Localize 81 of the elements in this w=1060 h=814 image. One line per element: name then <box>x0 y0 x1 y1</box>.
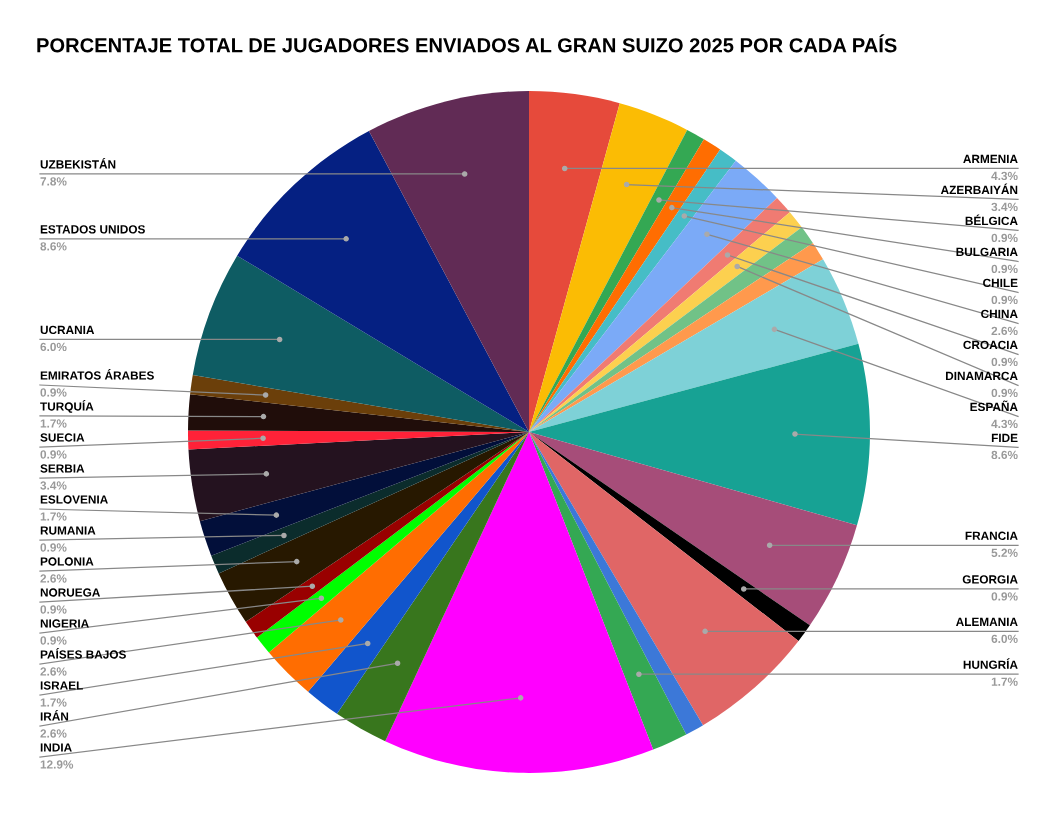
pie-slice <box>188 432 529 522</box>
slice-label: BULGARIA <box>956 247 1018 257</box>
pie-slice <box>529 259 859 432</box>
pie-slice <box>211 432 529 574</box>
slice-label: SUECIA <box>40 433 85 442</box>
chart-title: PORCENTAJE TOTAL DE JUGADORES ENVIADOS AL GRAN SUIZO 2025 POR CADA PAÍS <box>37 34 897 53</box>
data-label: 1.7% <box>40 512 67 521</box>
data-label: 0.9% <box>991 357 1018 367</box>
data-label: 2.6% <box>40 667 67 676</box>
slice-label: CHINA <box>981 309 1018 319</box>
slice-label: FIDE <box>991 433 1018 442</box>
data-label: 0.9% <box>991 233 1018 243</box>
slice-label: ISRAEL <box>40 681 83 690</box>
slice-label: CHILE <box>983 278 1018 288</box>
slice-label: ARMENIA <box>963 154 1018 163</box>
slice-label: SERBIA <box>40 464 85 473</box>
slice-label: UZBEKISTÁN <box>40 158 116 169</box>
slice-label: PAÍSES BAJOS <box>40 648 126 659</box>
data-label: 5.2% <box>991 548 1018 557</box>
data-label: 8.6% <box>40 242 67 251</box>
data-label: 6.0% <box>40 342 67 352</box>
pie-slice <box>529 343 870 526</box>
slice-label: AZERBAIYÁN <box>940 183 1018 194</box>
slice-label: ESLOVENIA <box>40 495 108 504</box>
data-label: 2.6% <box>991 326 1018 336</box>
slice-label: EMIRATOS ÁRABES <box>40 369 154 380</box>
data-label: 0.9% <box>991 388 1018 398</box>
data-label: 1.7% <box>991 677 1018 686</box>
slice-label: NIGERIA <box>40 619 89 628</box>
slice-label: CROACIA <box>963 340 1018 350</box>
data-label: 0.9% <box>991 295 1018 305</box>
data-label: 4.3% <box>991 171 1018 181</box>
data-label: 0.9% <box>991 264 1018 274</box>
pie-slice <box>385 432 654 773</box>
pie-slice <box>529 103 688 432</box>
data-label: 7.8% <box>40 177 67 186</box>
pie-slice <box>308 432 529 714</box>
pie-slice <box>529 432 857 626</box>
data-label: 4.3% <box>991 419 1018 429</box>
slice-label: INDIA <box>40 743 72 752</box>
pie-slice <box>218 432 529 622</box>
data-label: 0.9% <box>40 450 67 459</box>
slice-label: POLONIA <box>40 557 94 566</box>
data-label: 2.6% <box>40 729 67 738</box>
slice-label: ESPAÑA <box>970 400 1018 412</box>
slice-label: HUNGRÍA <box>963 658 1018 669</box>
slice-label: FRANCIA <box>965 531 1018 540</box>
pie-slice <box>529 160 778 432</box>
data-label: 3.4% <box>991 202 1018 212</box>
data-label: 1.7% <box>40 698 67 707</box>
data-label: 0.9% <box>40 605 67 614</box>
data-label: 0.9% <box>991 592 1018 601</box>
slice-label: NORUEGA <box>40 588 101 597</box>
pie-slice <box>368 91 529 432</box>
slice-label: GEORGIA <box>962 575 1018 584</box>
pie-slice <box>529 91 620 432</box>
pie-slice <box>237 130 529 432</box>
slice-label: DINAMARCA <box>946 371 1018 381</box>
pie-slice <box>529 432 810 641</box>
pie-slice <box>199 432 529 556</box>
data-label: 8.6% <box>991 450 1018 460</box>
pie-slice <box>529 432 799 726</box>
slice-label: RUMANIA <box>40 526 96 535</box>
data-label: 1.7% <box>40 419 67 428</box>
slice-label: BÉLGICA <box>965 214 1018 226</box>
pie-slice <box>268 432 529 692</box>
data-label: 6.0% <box>991 634 1018 644</box>
slice-label: IRÁN <box>40 710 69 721</box>
slice-label: ESTADOS UNIDOS <box>40 225 145 234</box>
data-label: 12.9% <box>40 760 74 769</box>
slice-label: ALEMANIA <box>955 617 1018 626</box>
pie-slice <box>336 432 529 742</box>
pie-slice <box>190 375 529 432</box>
slice-label: TURQUÍA <box>40 400 94 413</box>
data-label: 0.9% <box>40 388 67 397</box>
pie-slice <box>192 255 529 432</box>
data-label: 2.6% <box>40 574 67 583</box>
data-label: 0.9% <box>40 636 67 645</box>
slice-label: UCRANIA <box>40 325 95 335</box>
data-label: 3.4% <box>40 481 67 490</box>
data-label: 0.9% <box>40 543 67 552</box>
